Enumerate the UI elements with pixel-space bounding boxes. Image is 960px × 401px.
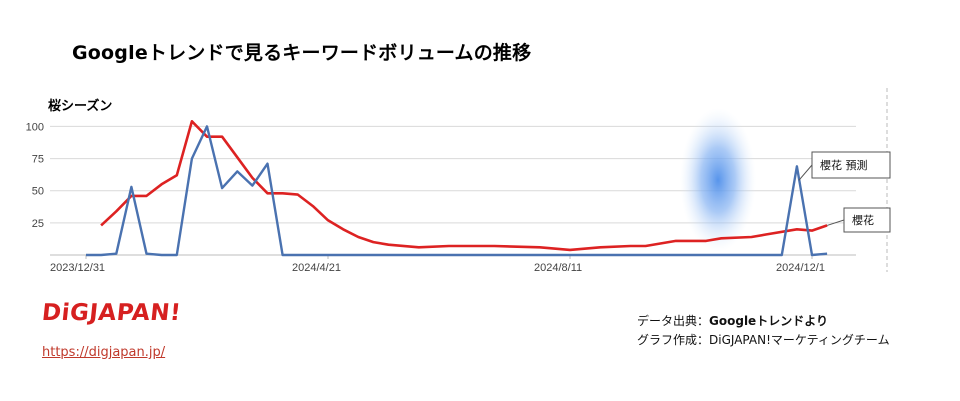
y-tick-label: 75 xyxy=(32,154,44,166)
x-tick-label: 2024/4/21 xyxy=(292,262,341,274)
series-line-forecast xyxy=(86,125,828,257)
source-value: Googleトレンドより xyxy=(709,314,828,328)
y-tick-label: 50 xyxy=(32,186,44,198)
forecast-callout-leader xyxy=(798,164,813,181)
source-credit: データ出典：Googleトレンドより xyxy=(637,312,828,329)
forecast-callout-box xyxy=(811,151,891,179)
highlight-glow xyxy=(680,108,756,252)
page-title: Googleトレンドで見るキーワードボリュームの推移 xyxy=(72,42,532,64)
actual-callout-leader xyxy=(826,219,845,226)
author-label: グラフ作成： xyxy=(637,333,710,347)
actual-callout-box xyxy=(843,207,891,233)
chart-subtitle: 桜シーズン xyxy=(48,99,113,114)
brand-logo: DiGJAPAN! xyxy=(40,300,183,326)
x-tick-label: 2024/12/1 xyxy=(776,262,825,274)
author-value: DiGJAPAN!マーケティングチーム xyxy=(709,333,890,347)
x-tick-label: 2023/12/31 xyxy=(50,262,105,274)
source-label: データ出典： xyxy=(637,314,710,328)
x-tick-label: 2024/8/11 xyxy=(534,262,582,274)
site-link[interactable]: https://digjapan.jp/ xyxy=(42,345,166,360)
y-tick-label: 25 xyxy=(32,218,44,230)
y-tick-label: 100 xyxy=(26,121,44,133)
actual-callout-label: 櫻花 xyxy=(852,213,874,227)
forecast-callout-label: 櫻花 預測 xyxy=(820,158,868,172)
author-credit: グラフ作成：DiGJAPAN!マーケティングチーム xyxy=(637,331,890,348)
series-line-actual xyxy=(100,120,828,252)
